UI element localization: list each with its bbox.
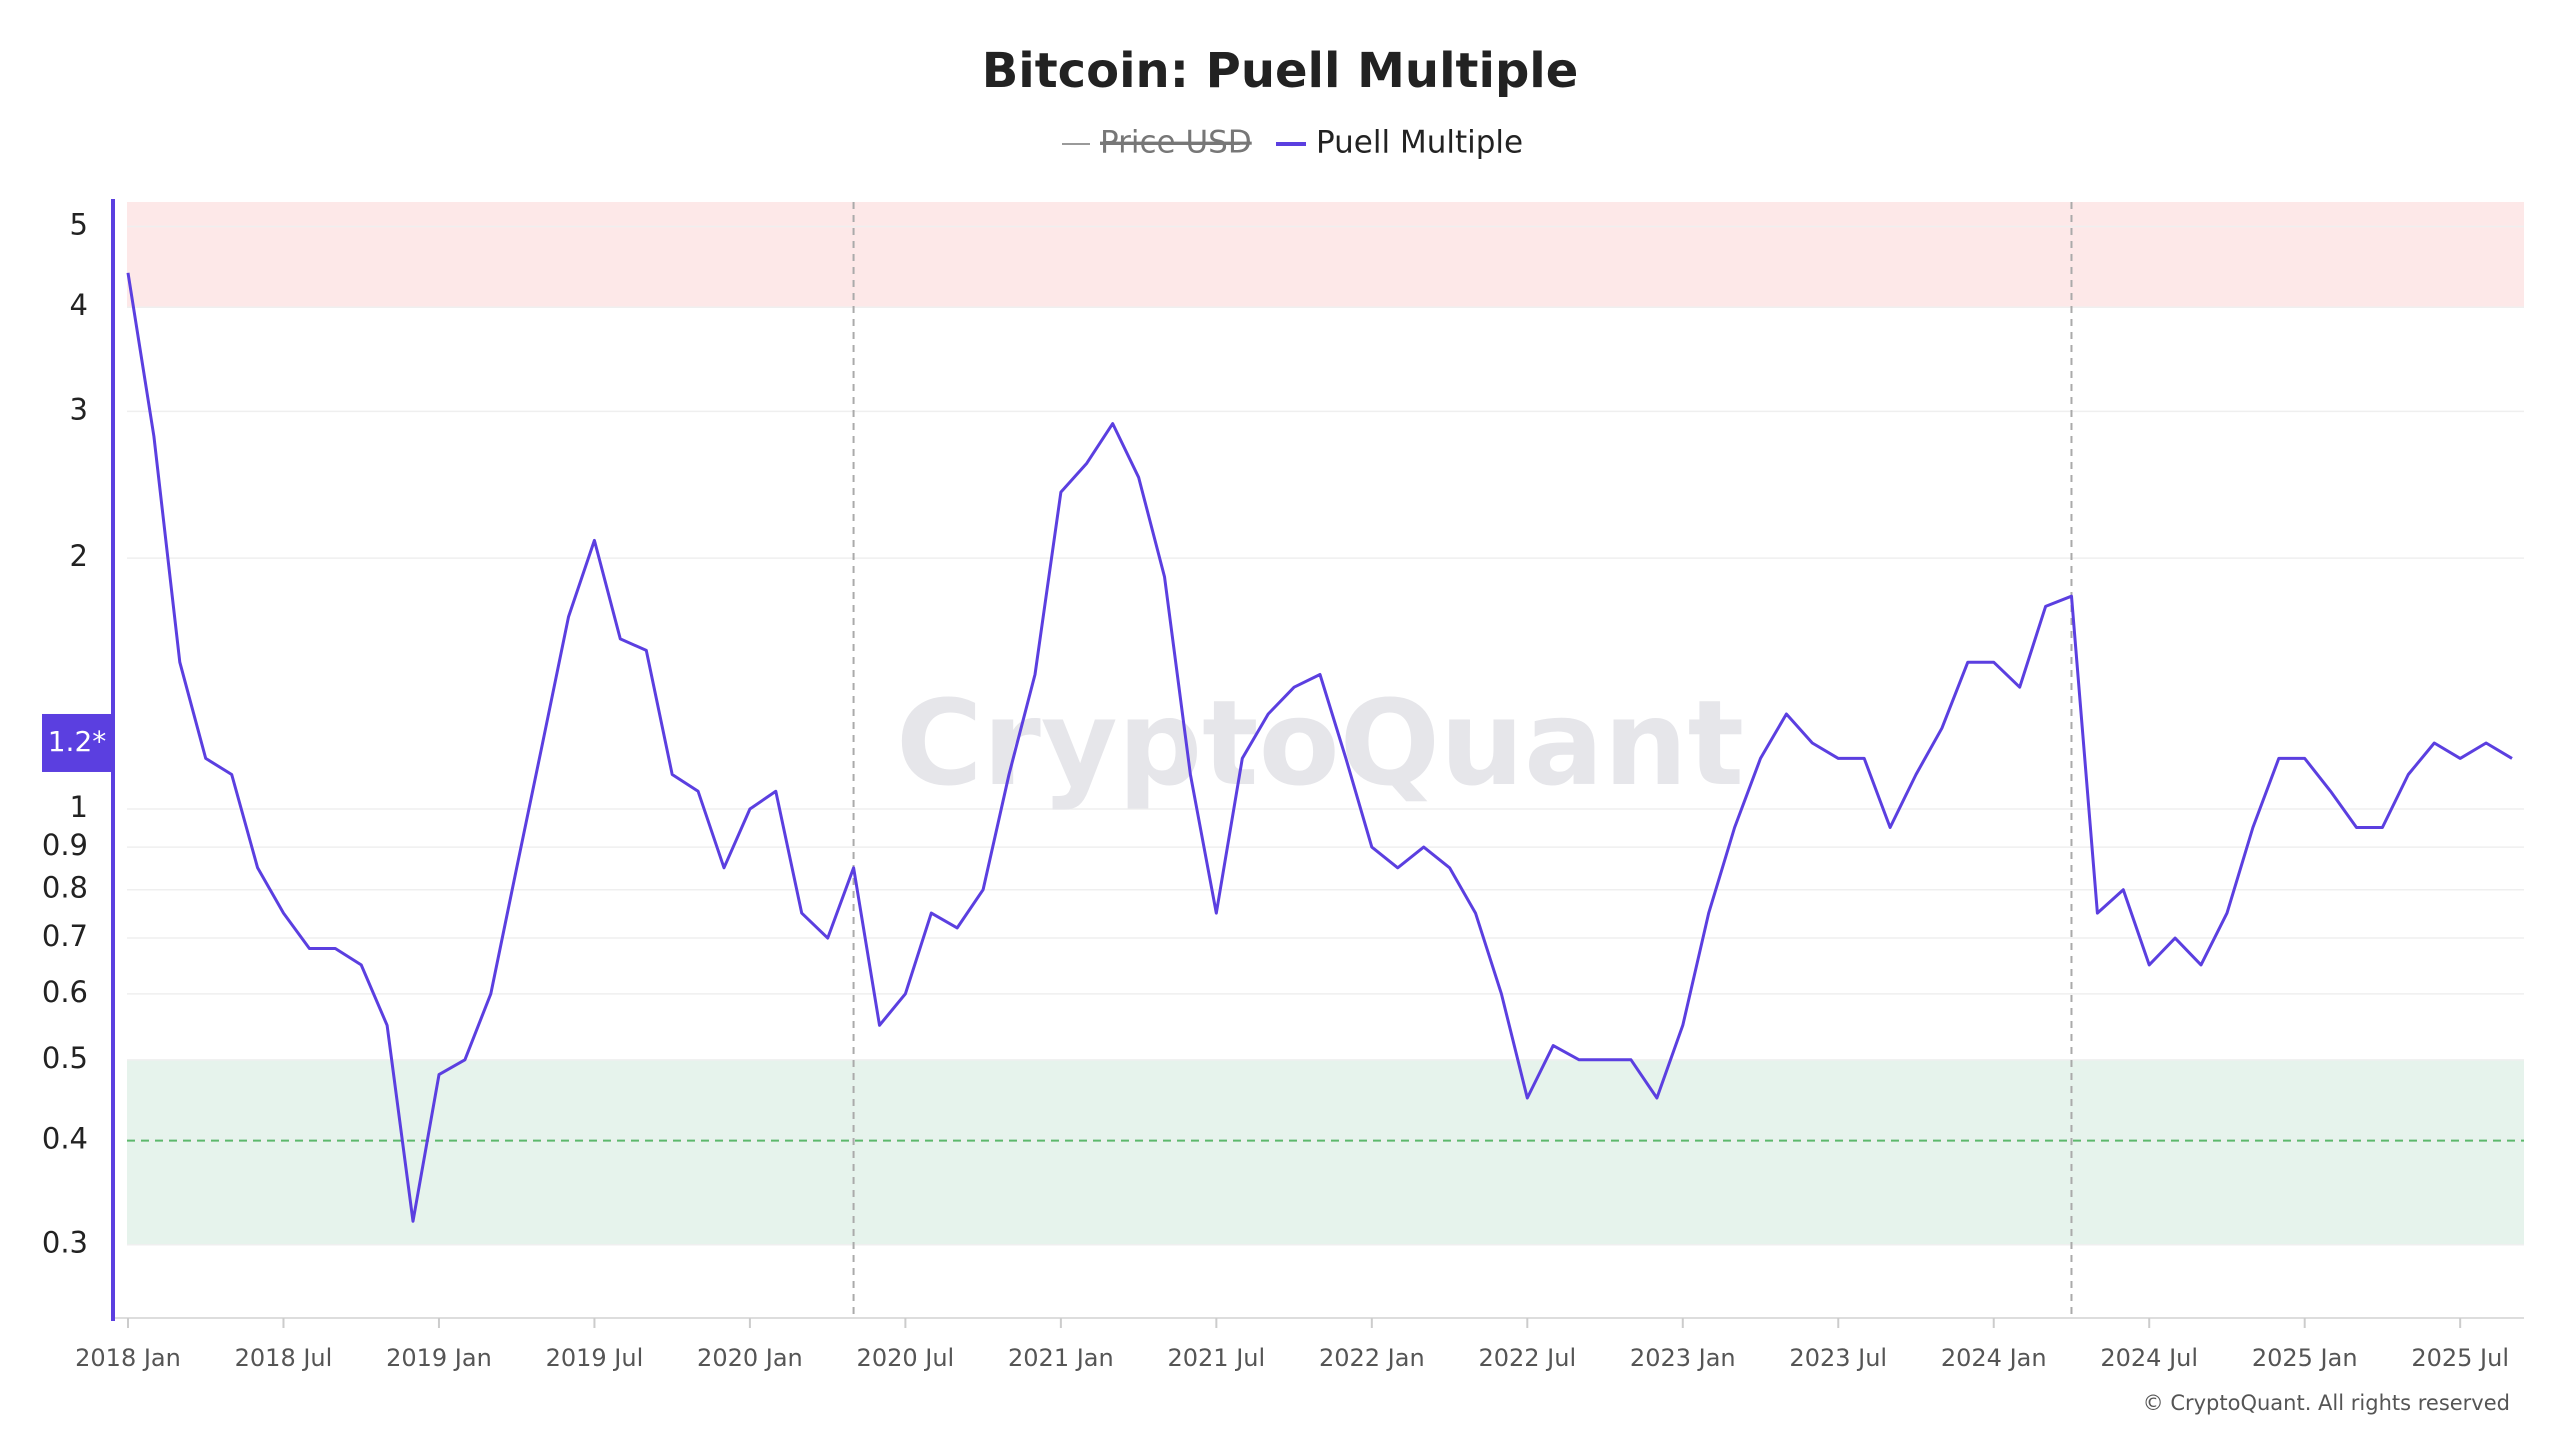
x-tick-label: 2024 Jan	[1941, 1344, 2047, 1372]
legend-label[interactable]: Price USD	[1100, 125, 1252, 161]
y-tick-label: 0.4	[42, 1122, 88, 1156]
y-tick-label: 2	[70, 539, 88, 573]
y-tick-label: 3	[70, 392, 88, 426]
y-tick-label: 0.6	[42, 975, 88, 1009]
x-tick-label: 2025 Jan	[2252, 1344, 2358, 1372]
x-tick-label: 2023 Jan	[1630, 1344, 1736, 1372]
x-tick-label: 2025 Jul	[2411, 1344, 2509, 1372]
y-tick-label: 1	[70, 790, 88, 824]
x-tick-label: 2023 Jul	[1789, 1344, 1887, 1372]
y-tick-label: 0.5	[42, 1041, 88, 1075]
y-tick-label: 0.7	[42, 919, 88, 953]
watermark: CryptoQuant	[896, 674, 1744, 812]
x-tick-label: 2024 Jul	[2100, 1344, 2198, 1372]
legend-label[interactable]: Puell Multiple	[1316, 125, 1523, 161]
x-tick-label: 2021 Jan	[1008, 1344, 1114, 1372]
x-tick-label: 2020 Jan	[697, 1344, 803, 1372]
footer: © CryptoQuant. All rights reserved	[2143, 1391, 2510, 1415]
x-tick-label: 2019 Jan	[386, 1344, 492, 1372]
x-tick-label: 2018 Jul	[235, 1344, 333, 1372]
data-line	[126, 272, 2513, 1223]
zone	[127, 1059, 2524, 1245]
x-tick-label: 2022 Jan	[1319, 1344, 1425, 1372]
y-tick-label: 0.8	[42, 871, 88, 905]
y-tick-label: 0.3	[42, 1226, 88, 1260]
zone	[127, 202, 2524, 308]
x-tick-label: 2021 Jul	[1168, 1344, 1266, 1372]
x-tick-label: 2020 Jul	[857, 1344, 955, 1372]
y-tick-label: 5	[70, 207, 88, 241]
x-tick-label: 2022 Jul	[1478, 1344, 1576, 1372]
x-tick-label: 2018 Jan	[75, 1344, 181, 1372]
current-value-box	[42, 713, 112, 772]
y-tick-label: 4	[70, 288, 88, 322]
y-tick-label: 0.9	[42, 828, 88, 862]
chart-title: Bitcoin: Puell Multiple	[982, 43, 1579, 99]
x-tick-label: 2019 Jul	[546, 1344, 644, 1372]
current-value-label: 1.2*	[48, 725, 107, 758]
